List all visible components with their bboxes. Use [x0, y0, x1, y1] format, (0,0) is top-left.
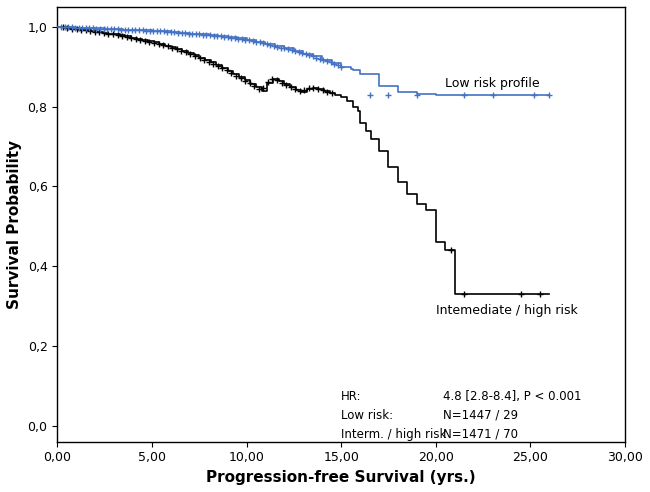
Text: HR:
Low risk:
Interm. / high risk: HR: Low risk: Interm. / high risk: [341, 390, 447, 441]
X-axis label: Progression-free Survival (yrs.): Progression-free Survival (yrs.): [206, 470, 476, 485]
Text: Intemediate / high risk: Intemediate / high risk: [436, 304, 578, 317]
Text: Low risk profile: Low risk profile: [445, 77, 540, 90]
Text: 4.8 [2.8-8.4], P < 0.001
N=1447 / 29
N=1471 / 70: 4.8 [2.8-8.4], P < 0.001 N=1447 / 29 N=1…: [443, 390, 582, 441]
Y-axis label: Survival Probability: Survival Probability: [7, 140, 22, 309]
